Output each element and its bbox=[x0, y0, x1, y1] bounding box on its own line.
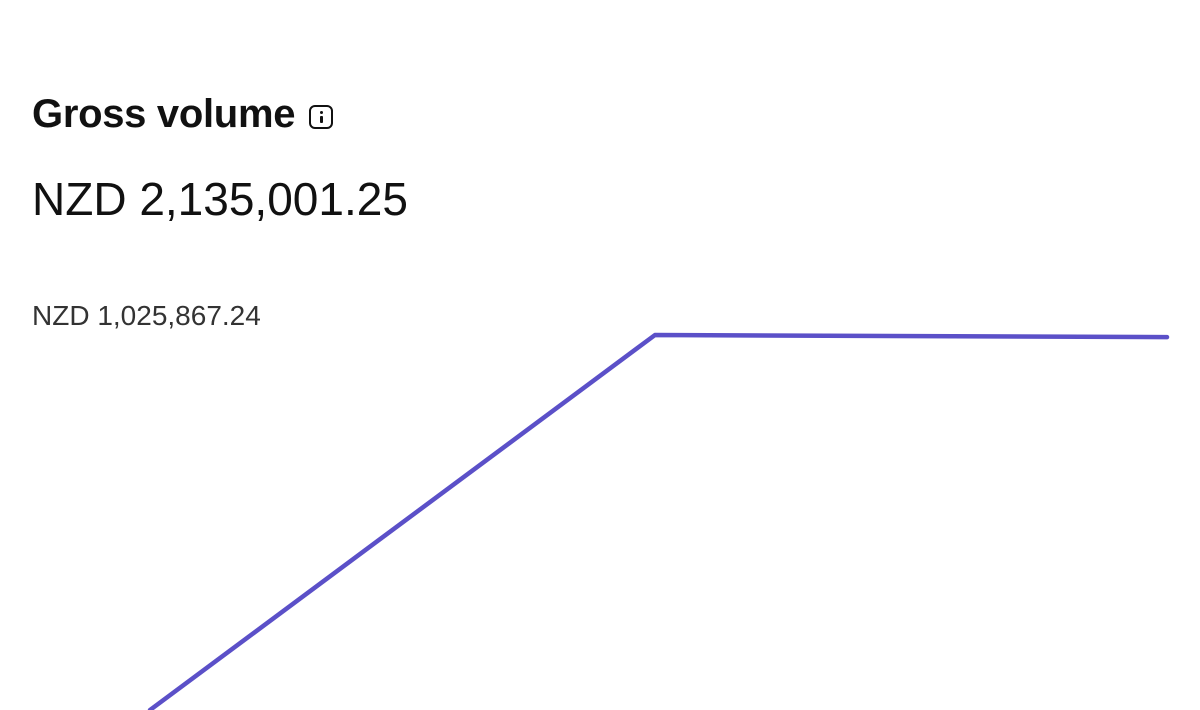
series-line bbox=[147, 332, 1170, 710]
title-text: Gross volume bbox=[32, 92, 296, 136]
info-icon[interactable] bbox=[309, 104, 334, 129]
y-axis-max-label: NZD 1,025,867.24 bbox=[32, 300, 261, 331]
total-value: NZD 2,135,001.25 bbox=[32, 173, 408, 225]
chart-title: Gross volume bbox=[32, 92, 334, 137]
